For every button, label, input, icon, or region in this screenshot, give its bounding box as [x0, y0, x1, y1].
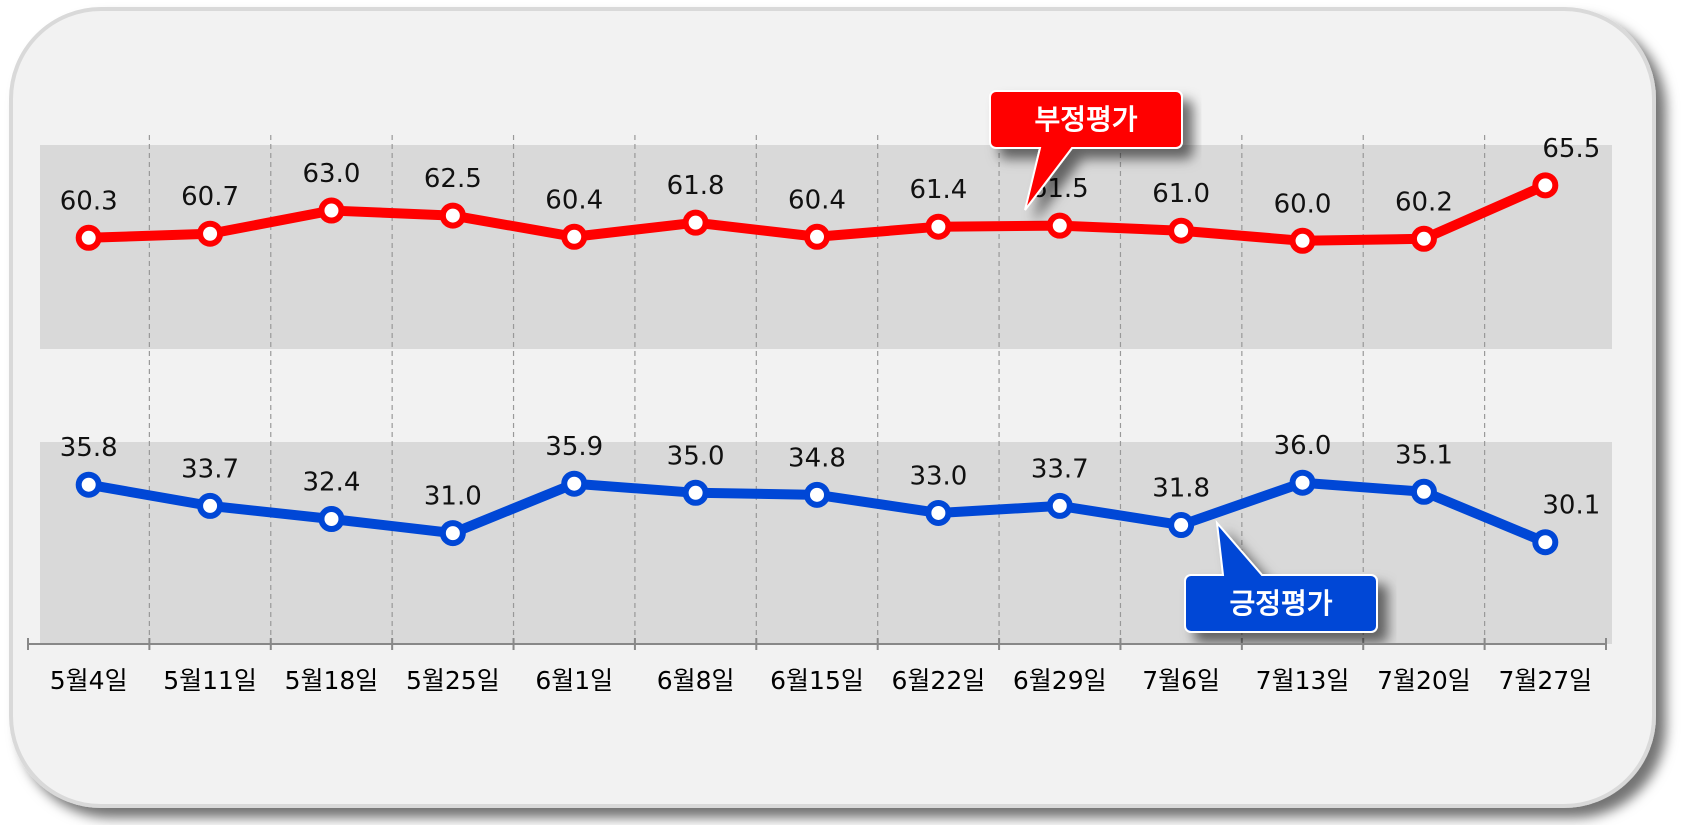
point	[1289, 469, 1316, 496]
x-tick-label: 7월27일	[1498, 666, 1592, 695]
x-tick-label: 6월8일	[657, 666, 735, 695]
data-label: 63.0	[303, 159, 361, 189]
point	[925, 499, 952, 526]
data-label: 35.9	[545, 432, 603, 462]
data-label: 35.0	[667, 441, 725, 471]
point	[682, 479, 709, 506]
x-tick-label: 6월15일	[770, 666, 864, 695]
data-label: 65.5	[1542, 134, 1600, 164]
data-label: 61.0	[1152, 179, 1210, 209]
point	[439, 520, 466, 547]
point	[561, 223, 588, 250]
point	[925, 213, 952, 240]
data-label: 33.7	[1031, 454, 1089, 484]
callout-box	[989, 90, 1183, 211]
data-label: 31.0	[424, 482, 482, 512]
callout-label: 부정평가	[1034, 103, 1137, 136]
point	[1168, 512, 1195, 539]
point	[1410, 478, 1437, 505]
data-label: 60.0	[1274, 189, 1332, 219]
x-tick-label: 7월13일	[1256, 666, 1350, 695]
point	[804, 223, 830, 250]
data-label: 30.1	[1542, 491, 1600, 521]
data-label: 35.8	[60, 433, 118, 463]
x-tick-label: 5월11일	[163, 666, 257, 695]
point	[318, 197, 345, 224]
point	[804, 481, 830, 508]
data-label: 61.4	[909, 175, 967, 205]
point	[439, 202, 466, 229]
data-label: 31.8	[1152, 474, 1210, 504]
point	[682, 209, 709, 236]
data-label: 61.8	[667, 171, 725, 201]
data-label: 36.0	[1274, 431, 1332, 461]
point	[318, 506, 345, 533]
data-label: 60.4	[788, 185, 846, 215]
data-label: 60.3	[60, 186, 118, 216]
data-label: 60.2	[1395, 187, 1453, 217]
data-label: 60.4	[545, 185, 603, 215]
callout-negative: 부정평가	[989, 90, 1183, 211]
x-tick-label: 6월1일	[535, 666, 613, 695]
x-tick-label: 5월4일	[50, 666, 128, 695]
point	[197, 492, 224, 519]
data-label: 34.8	[788, 443, 846, 473]
x-tick-label: 7월6일	[1142, 666, 1220, 695]
point	[561, 470, 588, 497]
callout-positive: 긍정평가	[1184, 519, 1378, 633]
lines: 60.3 60.763.0 62.560.4 61.8 60.4 61.4 61.5 61.0…	[60, 134, 1600, 556]
data-label: 62.5	[424, 164, 482, 194]
point	[1046, 492, 1073, 519]
point	[197, 220, 224, 247]
data-label: 60.7	[181, 182, 239, 212]
point	[1046, 212, 1073, 239]
data-label: 32.4	[303, 468, 361, 498]
callout-box	[1184, 519, 1378, 633]
band	[40, 145, 1612, 349]
x-tick-label: 7월20일	[1377, 666, 1471, 695]
x-tick-label: 5월18일	[285, 666, 379, 695]
callout-label: 긍정평가	[1229, 587, 1332, 620]
point	[75, 224, 102, 251]
data-label: 33.0	[909, 461, 967, 491]
point	[1168, 217, 1195, 244]
point	[1410, 225, 1437, 252]
point	[1532, 172, 1559, 199]
point	[1532, 529, 1559, 556]
point	[1289, 227, 1316, 254]
point	[75, 471, 102, 498]
x-tick-label: 5월25일	[406, 666, 500, 695]
data-label: 33.7	[181, 454, 239, 484]
data-label: 35.1	[1395, 440, 1453, 470]
x-tick-label: 6월22일	[892, 666, 986, 695]
x-tick-label: 6월29일	[1013, 666, 1107, 695]
